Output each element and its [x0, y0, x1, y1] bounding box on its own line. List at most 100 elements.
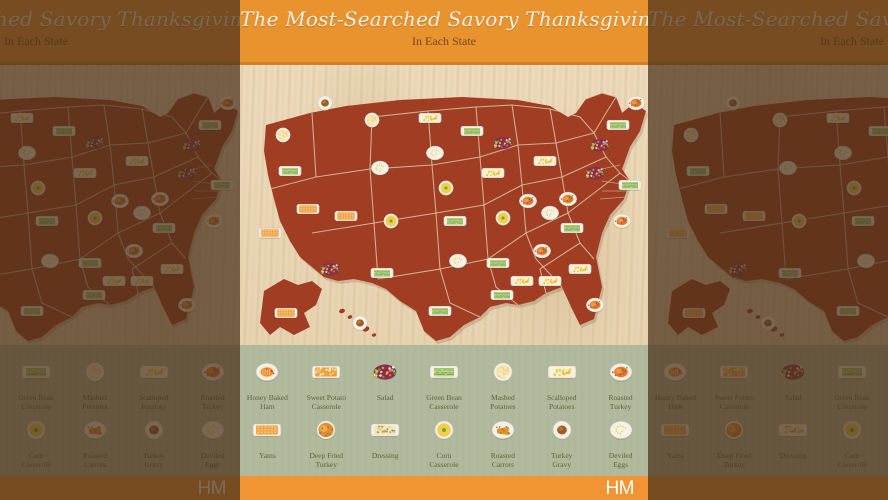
- map-marker-ok[interactable]: [857, 253, 875, 269]
- map-marker-ms[interactable]: [510, 275, 534, 287]
- map-marker-mn[interactable]: [460, 125, 484, 137]
- map-marker-mo[interactable]: [87, 210, 103, 226]
- us-map-next[interactable]: [648, 65, 888, 345]
- map-marker-ia[interactable]: [481, 167, 505, 179]
- map-marker-wa[interactable]: [683, 127, 699, 143]
- map-marker-ne[interactable]: [438, 180, 454, 196]
- map-marker-nv[interactable]: [704, 203, 728, 215]
- map-marker-ky[interactable]: [560, 222, 584, 234]
- map-marker-id[interactable]: [725, 95, 741, 111]
- map-marker-ok[interactable]: [41, 253, 59, 269]
- map-marker-ks[interactable]: [851, 215, 875, 227]
- map-marker-va[interactable]: [613, 213, 631, 229]
- map-marker-sd[interactable]: [18, 145, 36, 161]
- map-marker-al[interactable]: [130, 275, 154, 287]
- map-marker-nm[interactable]: [778, 267, 802, 279]
- map-marker-mi[interactable]: [125, 155, 149, 167]
- map-marker-tn[interactable]: [125, 243, 143, 259]
- map-marker-pa[interactable]: [585, 167, 604, 180]
- us-map[interactable]: [240, 65, 648, 345]
- map-marker-ky[interactable]: [152, 222, 176, 234]
- map-marker-fl[interactable]: [586, 297, 604, 313]
- map-marker-tx[interactable]: [428, 305, 452, 317]
- map-marker-la[interactable]: [82, 289, 106, 301]
- map-marker-mn[interactable]: [52, 125, 76, 137]
- map-marker-hi[interactable]: [760, 315, 776, 331]
- legend-item: Mashed Potatoes: [475, 353, 530, 411]
- map-marker-ia[interactable]: [73, 167, 97, 179]
- deep-fried-turkey-icon: [707, 411, 762, 449]
- map-marker-wa[interactable]: [275, 127, 291, 143]
- map-marker-nj[interactable]: [210, 179, 234, 191]
- map-marker-sd[interactable]: [426, 145, 444, 161]
- map-marker-ny[interactable]: [590, 139, 609, 152]
- map-marker-nm[interactable]: [370, 267, 394, 279]
- map-marker-ak[interactable]: [682, 307, 706, 319]
- map-marker-id[interactable]: [317, 95, 333, 111]
- carousel-slide-previous[interactable]: The Most-Searched Savory Thanksgiving Re…: [0, 0, 240, 500]
- map-marker-nj[interactable]: [618, 179, 642, 191]
- map-marker-ar[interactable]: [486, 257, 510, 269]
- map-marker-or[interactable]: [278, 165, 302, 177]
- map-marker-oh[interactable]: [151, 191, 169, 207]
- carousel-slide-next[interactable]: The Most-Searched Savory Thanksgiving Re…: [648, 0, 888, 500]
- map-marker-ks[interactable]: [35, 215, 59, 227]
- map-marker-vt[interactable]: [198, 119, 222, 131]
- map-marker-ca[interactable]: [666, 227, 690, 239]
- map-marker-nv[interactable]: [296, 203, 320, 215]
- map-marker-ks[interactable]: [443, 215, 467, 227]
- map-marker-fl[interactable]: [178, 297, 196, 313]
- map-marker-nd[interactable]: [826, 112, 850, 124]
- carousel-slide-active[interactable]: The Most-Searched Savory Thanksgiving Re…: [240, 0, 648, 500]
- us-map-previous[interactable]: [0, 65, 240, 345]
- map-marker-vt[interactable]: [606, 119, 630, 131]
- map-marker-ut[interactable]: [742, 210, 766, 222]
- map-marker-in[interactable]: [541, 205, 559, 221]
- map-marker-wy[interactable]: [779, 160, 797, 176]
- map-marker-ok[interactable]: [449, 253, 467, 269]
- map-marker-mt[interactable]: [364, 112, 380, 128]
- map-marker-ak[interactable]: [274, 307, 298, 319]
- map-marker-mi[interactable]: [533, 155, 557, 167]
- map-marker-ca[interactable]: [258, 227, 282, 239]
- map-marker-ar[interactable]: [78, 257, 102, 269]
- map-marker-mt[interactable]: [772, 112, 788, 128]
- map-marker-va[interactable]: [205, 213, 223, 229]
- map-marker-me[interactable]: [627, 95, 645, 111]
- legend-item: Turkey Gravy: [126, 411, 181, 469]
- map-marker-ny[interactable]: [182, 139, 201, 152]
- map-marker-al[interactable]: [538, 275, 562, 287]
- map-marker-wy[interactable]: [371, 160, 389, 176]
- map-marker-tx[interactable]: [836, 305, 860, 317]
- map-marker-mn[interactable]: [868, 125, 888, 137]
- map-marker-nd[interactable]: [418, 112, 442, 124]
- map-marker-tn[interactable]: [533, 243, 551, 259]
- map-marker-co[interactable]: [791, 213, 807, 229]
- map-marker-il[interactable]: [111, 193, 129, 209]
- map-marker-ne[interactable]: [846, 180, 862, 196]
- map-marker-ne[interactable]: [30, 180, 46, 196]
- map-marker-sd[interactable]: [834, 145, 852, 161]
- map-marker-oh[interactable]: [559, 191, 577, 207]
- map-marker-az[interactable]: [728, 263, 747, 276]
- map-marker-il[interactable]: [519, 193, 537, 209]
- map-marker-mo[interactable]: [495, 210, 511, 226]
- map-marker-in[interactable]: [133, 205, 151, 221]
- map-marker-ms[interactable]: [102, 275, 126, 287]
- map-marker-pa[interactable]: [177, 167, 196, 180]
- map-marker-tx[interactable]: [20, 305, 44, 317]
- map-marker-me[interactable]: [219, 95, 237, 111]
- map-marker-co[interactable]: [383, 213, 399, 229]
- map-marker-ga[interactable]: [568, 263, 592, 275]
- map-marker-wi[interactable]: [493, 137, 512, 150]
- map-marker-nd[interactable]: [10, 112, 34, 124]
- map-marker-ut[interactable]: [334, 210, 358, 222]
- map-marker-wi[interactable]: [85, 137, 104, 150]
- map-marker-or[interactable]: [686, 165, 710, 177]
- map-marker-az[interactable]: [320, 263, 339, 276]
- map-marker-ga[interactable]: [160, 263, 184, 275]
- map-marker-hi[interactable]: [352, 315, 368, 331]
- map-marker-la[interactable]: [490, 289, 514, 301]
